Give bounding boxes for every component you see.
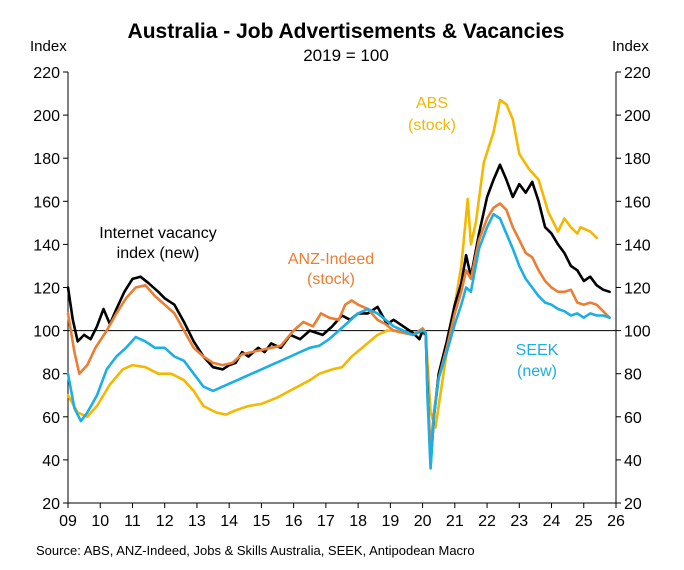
x-tick-label: 14 bbox=[220, 513, 238, 530]
x-tick-label: 09 bbox=[59, 513, 77, 530]
x-tick-label: 23 bbox=[510, 513, 528, 530]
annotation-anz-indeed-line1: ANZ-Indeed bbox=[288, 251, 374, 268]
y-tick-label-right: 20 bbox=[624, 496, 642, 513]
y-tick-label-left: 120 bbox=[33, 281, 60, 298]
y-tick-label-right: 80 bbox=[624, 367, 642, 384]
y-tick-label-right: 160 bbox=[624, 194, 651, 211]
y-tick-label-left: 220 bbox=[33, 65, 60, 82]
annotation-internet-vacancy-line1: Internet vacancy bbox=[99, 225, 216, 242]
x-tick-label: 22 bbox=[478, 513, 496, 530]
series-layer bbox=[66, 98, 611, 470]
x-tick-label: 26 bbox=[607, 513, 625, 530]
x-tick-label: 25 bbox=[575, 513, 593, 530]
series-line-seek bbox=[66, 212, 611, 470]
source-note: Source: ABS, ANZ-Indeed, Jobs & Skills A… bbox=[36, 543, 475, 558]
annotation-abs-line2: (stock) bbox=[408, 117, 456, 134]
annotation-seek-line2: (new) bbox=[517, 363, 557, 380]
x-tick-label: 12 bbox=[156, 513, 174, 530]
y-tick-label-right: 120 bbox=[624, 281, 651, 298]
y-tick-label-left: 140 bbox=[33, 237, 60, 254]
chart-title: Australia - Job Advertisements & Vacanci… bbox=[128, 20, 565, 43]
y-tick-label-right: 200 bbox=[624, 108, 651, 125]
y-tick-label-right: 180 bbox=[624, 151, 651, 168]
y-axis-title-right: Index bbox=[612, 38, 649, 55]
chart-subtitle: 2019 = 100 bbox=[303, 46, 389, 65]
y-tick-label-left: 40 bbox=[42, 453, 60, 470]
x-tick-label: 24 bbox=[543, 513, 561, 530]
y-tick-label-right: 220 bbox=[624, 65, 651, 82]
annotation-seek-line1: SEEK bbox=[516, 342, 559, 359]
x-tick-label: 11 bbox=[124, 513, 141, 530]
y-tick-label-left: 100 bbox=[33, 324, 60, 341]
x-tick-label: 13 bbox=[188, 513, 206, 530]
x-tick-label: 19 bbox=[381, 513, 399, 530]
x-tick-label: 10 bbox=[91, 513, 109, 530]
y-tick-label-right: 40 bbox=[624, 453, 642, 470]
series-line-anz_indeed bbox=[66, 202, 611, 451]
y-tick-label-left: 160 bbox=[33, 194, 60, 211]
x-tick-label: 16 bbox=[285, 513, 303, 530]
x-tick-label: 20 bbox=[414, 513, 432, 530]
annotation-anz-indeed-line2: (stock) bbox=[307, 271, 355, 288]
annotation-internet-vacancy-line2: index (new) bbox=[117, 245, 200, 262]
y-tick-label-left: 80 bbox=[42, 367, 60, 384]
x-tick-label: 17 bbox=[317, 513, 335, 530]
series-line-internet_vacancy bbox=[66, 163, 611, 466]
x-tick-label: 18 bbox=[349, 513, 367, 530]
y-tick-label-right: 60 bbox=[624, 410, 642, 427]
annotation-abs-line1: ABS bbox=[416, 95, 448, 112]
x-tick-label: 15 bbox=[253, 513, 271, 530]
x-tick-label: 21 bbox=[446, 513, 464, 530]
y-tick-label-left: 180 bbox=[33, 151, 60, 168]
y-tick-label-left: 20 bbox=[42, 496, 60, 513]
y-axis-title-left: Index bbox=[30, 38, 67, 55]
y-tick-label-left: 200 bbox=[33, 108, 60, 125]
y-tick-label-left: 60 bbox=[42, 410, 60, 427]
y-tick-label-right: 140 bbox=[624, 237, 651, 254]
y-tick-label-right: 100 bbox=[624, 324, 651, 341]
